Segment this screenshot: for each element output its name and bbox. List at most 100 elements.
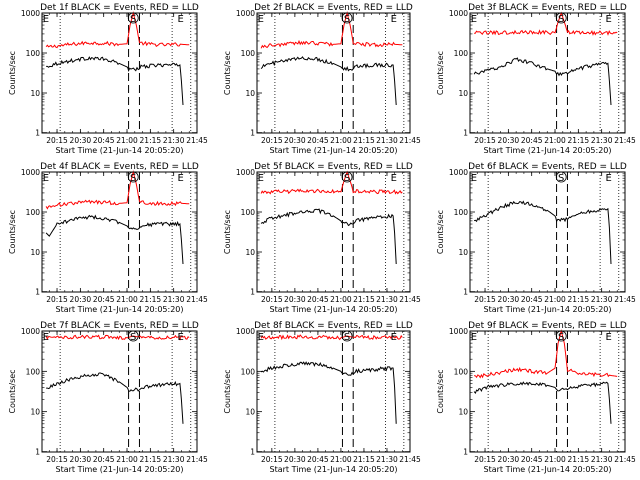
- plot-frame: [41, 12, 198, 134]
- y-tick-label: 1000: [21, 9, 40, 18]
- x-tick-label: 20:15: [474, 136, 496, 145]
- lld-rate-line: [474, 11, 618, 36]
- x-tick-label: 21:30: [591, 455, 613, 464]
- eclipse-end-marker: E: [177, 173, 183, 184]
- saa-marker: S: [130, 173, 136, 184]
- panel-title: Det 9f BLACK = Events, RED = LLD: [468, 321, 627, 331]
- x-tick-label: 20:45: [307, 295, 329, 304]
- x-tick-label: 21:00: [330, 295, 352, 304]
- y-tick-label: 1000: [21, 327, 40, 336]
- eclipse-end-marker: E: [391, 332, 397, 343]
- eclipse-end-marker: E: [391, 14, 397, 25]
- event-rate-line: [473, 200, 612, 265]
- plot-frame: [469, 171, 626, 293]
- y-tick-label: 10: [245, 89, 255, 98]
- y-tick-label: 1000: [236, 327, 255, 336]
- y-tick-label: 100: [26, 367, 41, 376]
- y-tick-label: 100: [454, 208, 469, 217]
- panel-1: Det 1f BLACK = Events, RED = LLD Counts/s…: [8, 3, 208, 155]
- y-tick-label: 10: [458, 89, 468, 98]
- y-axis-label: Counts/sec: [223, 51, 232, 95]
- x-tick-label: 20:15: [46, 136, 68, 145]
- plot-frame: [256, 330, 411, 453]
- x-axis-label: Start Time (21-Jun-14 20:05:20): [484, 465, 612, 474]
- x-tick-label: 21:00: [116, 295, 138, 304]
- x-tick-label: 21:30: [163, 136, 185, 145]
- y-tick-label: 1: [250, 129, 255, 138]
- saa-marker: S: [344, 14, 350, 25]
- x-tick-label: 21:30: [591, 136, 613, 145]
- panel-3: Det 3f BLACK = Events, RED = LLD Counts/s…: [436, 3, 636, 155]
- y-tick-label: 1: [463, 129, 468, 138]
- eclipse-start-marker: E: [471, 332, 477, 343]
- y-axis-label: Counts/sec: [436, 210, 445, 254]
- y-tick-label: 100: [26, 49, 41, 58]
- x-tick-label: 21:00: [544, 455, 566, 464]
- x-axis-label: Start Time (21-Jun-14 20:05:20): [56, 305, 184, 314]
- eclipse-end-marker: E: [177, 332, 183, 343]
- x-tick-label: 21:15: [568, 295, 590, 304]
- x-tick-label: 20:15: [474, 455, 496, 464]
- x-tick-label: 20:45: [521, 295, 543, 304]
- y-axis-label: Counts/sec: [436, 369, 445, 413]
- x-tick-label: 20:30: [284, 295, 306, 304]
- x-tick-label: 20:15: [261, 455, 283, 464]
- event-rate-line: [473, 381, 612, 424]
- plot-frame: [256, 171, 411, 293]
- x-tick-label: 21:45: [614, 295, 636, 304]
- panel-8: Det 8f BLACK = Events, RED = LLD Counts/s…: [223, 321, 421, 474]
- x-tick-label: 21:15: [568, 136, 590, 145]
- lld-rate-line: [260, 334, 403, 341]
- x-tick-label: 21:45: [186, 295, 208, 304]
- saa-marker: S: [130, 14, 136, 25]
- y-tick-label: 1000: [21, 168, 40, 177]
- y-axis-label: Counts/sec: [223, 369, 232, 413]
- x-tick-label: 21:45: [399, 455, 421, 464]
- lld-rate-line: [260, 170, 403, 195]
- panel-9: Det 9f BLACK = Events, RED = LLD Counts/s…: [436, 321, 636, 474]
- panel-7: Det 7f BLACK = Events, RED = LLD Counts/s…: [8, 321, 208, 474]
- panel-title: Det 8f BLACK = Events, RED = LLD: [254, 321, 413, 331]
- eclipse-start-marker: E: [43, 14, 49, 25]
- x-tick-label: 21:30: [376, 295, 398, 304]
- y-axis-label: Counts/sec: [8, 210, 17, 254]
- eclipse-end-marker: E: [605, 14, 611, 25]
- eclipse-end-marker: E: [605, 332, 611, 343]
- x-axis-label: Start Time (21-Jun-14 20:05:20): [270, 146, 398, 155]
- x-axis-label: Start Time (21-Jun-14 20:05:20): [56, 465, 184, 474]
- saa-marker: S: [558, 332, 564, 343]
- plot-frame: [41, 330, 198, 453]
- y-axis-label: Counts/sec: [436, 51, 445, 95]
- event-rate-line: [46, 372, 184, 424]
- eclipse-start-marker: E: [43, 332, 49, 343]
- plot-frame: [469, 12, 626, 134]
- y-tick-label: 10: [30, 408, 40, 417]
- eclipse-start-marker: E: [471, 14, 477, 25]
- x-tick-label: 21:15: [140, 136, 162, 145]
- eclipse-end-marker: E: [391, 173, 397, 184]
- x-tick-label: 20:45: [521, 455, 543, 464]
- x-tick-label: 21:30: [376, 136, 398, 145]
- x-tick-label: 21:45: [399, 295, 421, 304]
- y-tick-label: 10: [245, 248, 255, 257]
- x-tick-label: 21:30: [376, 455, 398, 464]
- y-tick-label: 1000: [449, 9, 468, 18]
- event-rate-line: [46, 56, 184, 106]
- y-tick-label: 10: [458, 248, 468, 257]
- y-tick-label: 100: [241, 208, 256, 217]
- eclipse-start-marker: E: [258, 173, 264, 184]
- eclipse-start-marker: E: [258, 332, 264, 343]
- plot-frame: [469, 330, 626, 453]
- saa-marker: S: [344, 332, 350, 343]
- lld-rate-line: [260, 11, 403, 49]
- x-axis-label: Start Time (21-Jun-14 20:05:20): [484, 305, 612, 314]
- x-tick-label: 21:15: [353, 136, 375, 145]
- eclipse-start-marker: E: [258, 14, 264, 25]
- event-rate-line: [45, 214, 184, 265]
- y-tick-label: 10: [30, 248, 40, 257]
- panel-title: Det 7f BLACK = Events, RED = LLD: [40, 321, 199, 331]
- panel-title: Det 6f BLACK = Events, RED = LLD: [468, 162, 627, 172]
- y-tick-label: 100: [241, 49, 256, 58]
- plot-frame: [41, 171, 198, 293]
